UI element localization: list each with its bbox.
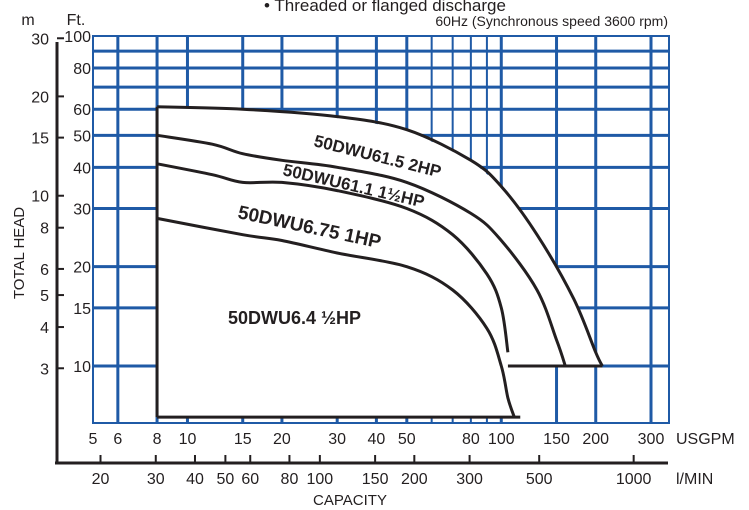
- usgpm-tick-label: 150: [543, 431, 570, 448]
- axes: [55, 42, 668, 465]
- m-tick-label: 20: [31, 89, 49, 106]
- lmin-tick-label: 20: [92, 471, 110, 488]
- m-tick-label: 5: [40, 288, 49, 305]
- ft-tick-label: 80: [73, 61, 91, 78]
- usgpm-unit-label: USGPM: [676, 431, 735, 448]
- lmin-tick-label: 200: [401, 471, 428, 488]
- curve-50dwu61-5-2hp: [157, 105, 604, 367]
- lmin-tick-label: 100: [307, 471, 334, 488]
- chart-subtitle: 60Hz (Synchronous speed 3600 rpm): [435, 13, 668, 29]
- chart-title: • Threaded or flanged discharge: [264, 0, 506, 15]
- ft-tick-label: 50: [73, 128, 91, 145]
- y-axis-label: TOTAL HEAD: [11, 207, 28, 299]
- ft-tick-label: 100: [64, 29, 91, 46]
- usgpm-tick-label: 200: [582, 431, 609, 448]
- usgpm-tick-label: 80: [462, 431, 480, 448]
- usgpm-tick-label: 8: [153, 431, 162, 448]
- grid-border: [92, 35, 670, 424]
- usgpm-tick-labels: 5 6 8 10 15 20 30 40 50 80 100 150 200 300: [89, 431, 665, 448]
- curve-label-0-5hp: 50DWU6.4 ½HP: [228, 308, 361, 328]
- lmin-tick-label: 1000: [616, 471, 652, 488]
- usgpm-tick-label: 40: [367, 431, 385, 448]
- usgpm-tick-label: 50: [398, 431, 416, 448]
- lmin-unit-label: l/MIN: [676, 471, 713, 488]
- lmin-tick-label: 300: [456, 471, 483, 488]
- usgpm-tick-label: 6: [113, 431, 122, 448]
- lmin-tick-label: 60: [241, 471, 259, 488]
- ft-unit-label: Ft.: [67, 12, 86, 29]
- m-tick-label: 30: [31, 31, 49, 48]
- m-tick-label: 4: [40, 320, 49, 337]
- lmin-tick-label: 500: [526, 471, 553, 488]
- m-tick-label: 6: [40, 262, 49, 279]
- lmin-tick-label: 30: [147, 471, 165, 488]
- usgpm-tick-label: 10: [179, 431, 197, 448]
- usgpm-tick-label: 100: [488, 431, 515, 448]
- ft-tick-label: 15: [73, 301, 91, 318]
- usgpm-tick-label: 5: [89, 431, 98, 448]
- usgpm-tick-label: 15: [234, 431, 252, 448]
- m-tick-label: 10: [31, 189, 49, 206]
- ft-tick-labels: 100 80 60 50 40 30 20 15 10: [64, 29, 91, 376]
- x-axis-label: CAPACITY: [313, 492, 387, 509]
- usgpm-tick-label: 300: [638, 431, 665, 448]
- m-tick-label: 3: [40, 361, 49, 378]
- m-tick-label: 8: [40, 221, 49, 238]
- lmin-tick-label: 40: [186, 471, 204, 488]
- performance-curves: [156, 105, 604, 418]
- m-tick-label: 15: [31, 131, 49, 148]
- curve-50dwu61-1-1-hp: [156, 133, 567, 367]
- m-unit-label: m: [21, 12, 34, 29]
- curve-50dwu6-4-hp: [156, 216, 516, 418]
- usgpm-tick-label: 30: [328, 431, 346, 448]
- ft-tick-label: 20: [73, 260, 91, 277]
- lmin-tick-label: 80: [281, 471, 299, 488]
- curve-50dwu6-75-1hp: [156, 162, 510, 353]
- ft-tick-label: 40: [73, 160, 91, 177]
- usgpm-tick-label: 20: [273, 431, 291, 448]
- ft-tick-label: 60: [73, 102, 91, 119]
- ft-tick-label: 30: [73, 202, 91, 219]
- lmin-tick-label: 150: [362, 471, 389, 488]
- ft-tick-label: 10: [73, 359, 91, 376]
- lmin-tick-labels: 20 30 40 50 60 80 100 150 200 300 500 1000: [92, 455, 652, 488]
- lmin-tick-label: 50: [216, 471, 234, 488]
- m-tick-labels: 30 20 15 10 8 6 5 4 3: [31, 31, 64, 378]
